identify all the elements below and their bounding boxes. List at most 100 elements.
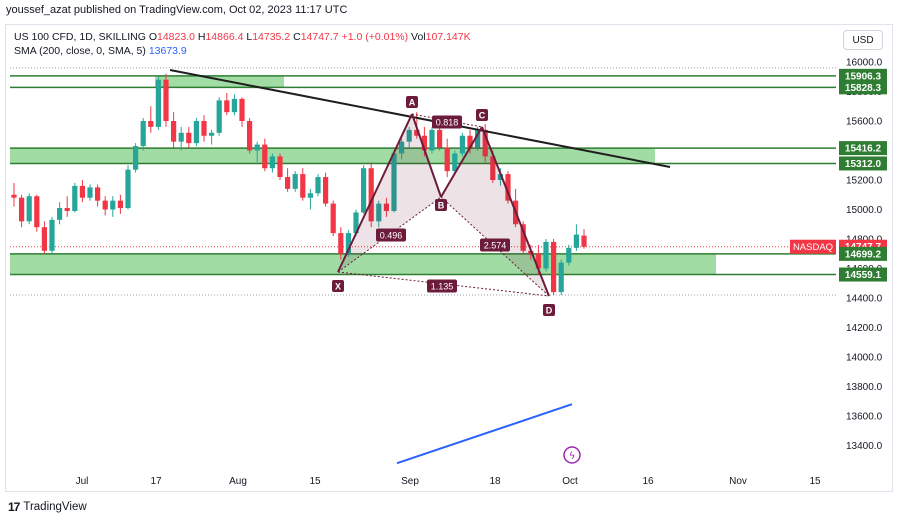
close-value: 14747.7	[300, 31, 339, 43]
price-level-label: 15312.0	[845, 159, 882, 170]
price-level-label: 15828.3	[845, 83, 882, 94]
candle-body	[497, 174, 503, 180]
candle-body	[421, 135, 427, 151]
candle-body	[444, 147, 450, 172]
open-label: O	[148, 31, 157, 43]
candle-body	[64, 208, 70, 211]
harmonic-point-badge	[435, 199, 447, 211]
harmonic-point-label: D	[546, 306, 553, 316]
candle-body	[353, 212, 359, 234]
candle-body	[34, 196, 40, 228]
candle-body	[581, 235, 587, 247]
harmonic-point-label: X	[335, 282, 341, 292]
ratio-badge	[427, 279, 457, 293]
candle-body	[391, 153, 397, 211]
harmonic-pattern-fill	[441, 127, 549, 296]
tradingview-logo[interactable]: 17 TradingView	[8, 500, 87, 514]
candle-body	[171, 121, 177, 142]
candle-body	[26, 196, 32, 222]
y-tick-label: 13800.0	[846, 382, 883, 393]
candle-body	[125, 169, 131, 209]
price-level-badge	[839, 68, 887, 83]
x-tick-label: Jul	[76, 476, 89, 487]
high-label: H	[197, 31, 206, 43]
harmonic-leg	[411, 113, 442, 198]
candle-body	[551, 241, 557, 293]
candle-body	[216, 100, 222, 133]
candle-body	[558, 262, 564, 293]
candle-body	[231, 98, 237, 113]
candle-body	[307, 193, 313, 198]
lightning-icon: ϟ	[569, 451, 576, 462]
candle-body	[361, 168, 367, 213]
ratio-badge	[432, 115, 462, 129]
candle-body	[11, 194, 17, 198]
candle-body	[19, 197, 25, 222]
candle-body	[254, 144, 260, 151]
candle-body	[406, 129, 412, 142]
x-tick-label: 16	[642, 476, 654, 487]
volume-label: Vol	[411, 31, 426, 43]
candle-body	[163, 79, 169, 121]
candle-body	[330, 203, 336, 234]
candle-body	[87, 187, 93, 198]
support-resistance-zone	[155, 75, 284, 88]
x-tick-label: Nov	[729, 476, 747, 487]
candle-body	[437, 129, 443, 148]
x-tick-label: Aug	[229, 476, 247, 487]
legend-sma: SMA (200, close, 0, SMA, 5) 13673.9	[14, 45, 187, 57]
candle-body	[475, 129, 481, 148]
sma-value: 13673.9	[148, 45, 187, 57]
tradingview-brand: TradingView	[23, 501, 87, 513]
harmonic-ratio-line	[337, 271, 550, 297]
candle-body	[505, 174, 511, 201]
candle-body	[41, 227, 47, 251]
low-value: 14735.2	[252, 31, 291, 43]
candle-body	[490, 156, 496, 180]
harmonic-leg	[337, 113, 413, 273]
candle-body	[300, 174, 306, 198]
candle-body	[452, 153, 458, 172]
publisher-line: youssef_azat published on TradingView.co…	[6, 4, 348, 16]
y-tick-label: 15200.0	[846, 176, 883, 187]
y-tick-label: 14000.0	[846, 353, 883, 364]
candle-body	[543, 241, 549, 269]
candle-body	[72, 185, 78, 211]
x-tick-label: Oct	[562, 476, 578, 487]
candle-body	[338, 233, 344, 254]
symbol-tag: NASDAQ	[793, 242, 833, 253]
ratio-badge	[480, 238, 510, 252]
x-tick-label: 17	[150, 476, 162, 487]
x-tick-label: 18	[489, 476, 501, 487]
sma-label: SMA (200, close, 0, SMA, 5)	[14, 45, 146, 57]
y-tick-label: 13400.0	[846, 441, 883, 452]
price-level-label: 15416.2	[845, 144, 882, 155]
currency-button[interactable]: USD	[843, 30, 883, 50]
candle-body	[148, 121, 154, 127]
candle-body	[520, 224, 526, 251]
candle-body	[414, 129, 420, 136]
candle-body	[285, 177, 291, 189]
candle-body	[535, 253, 541, 269]
candle-body	[459, 135, 465, 154]
symbol-tag-badge	[790, 239, 836, 254]
ratio-badge	[376, 228, 406, 242]
candle-body	[376, 203, 382, 222]
price-level-badge	[839, 80, 887, 95]
harmonic-point-badge	[476, 109, 488, 121]
price-level-badge	[839, 267, 887, 282]
candle-body	[57, 208, 63, 220]
price-level-label: 15906.3	[845, 71, 882, 82]
price-level-badge	[839, 156, 887, 171]
candle-body	[277, 156, 283, 178]
legend-ohlc: US 100 CFD, 1D, SKILLING O14823.0 H14866…	[14, 31, 471, 43]
candle-body	[193, 121, 199, 144]
candle-body	[110, 200, 116, 210]
x-tick-label: Sep	[401, 476, 419, 487]
price-level-label: 14559.1	[845, 270, 882, 281]
y-tick-label: 15600.0	[846, 117, 883, 128]
candle-body	[292, 174, 298, 189]
chart-frame	[5, 24, 893, 492]
high-value: 14866.4	[205, 31, 244, 43]
